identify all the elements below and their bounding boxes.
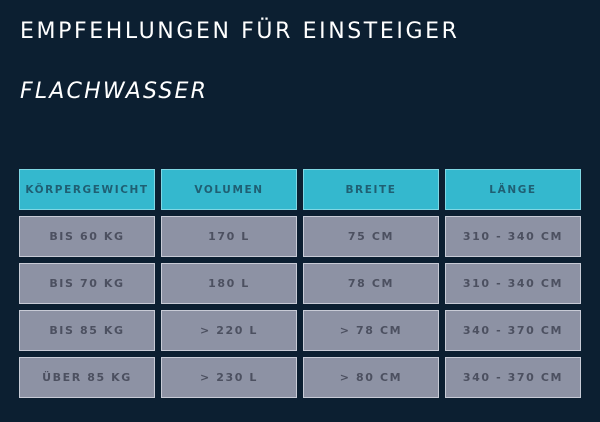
cell-volumen: 170 L xyxy=(161,216,297,257)
table-row: BIS 70 KG 180 L 78 CM 310 - 340 CM xyxy=(19,263,581,304)
header-koerpergewicht: KÖRPERGEWICHT xyxy=(19,169,155,210)
cell-koerpergewicht: BIS 85 KG xyxy=(19,310,155,351)
cell-koerpergewicht: BIS 60 KG xyxy=(19,216,155,257)
table-row: ÜBER 85 KG > 230 L > 80 CM 340 - 370 CM xyxy=(19,357,581,398)
cell-laenge: 340 - 370 CM xyxy=(445,357,581,398)
table-row: BIS 60 KG 170 L 75 CM 310 - 340 CM xyxy=(19,216,581,257)
cell-laenge: 310 - 340 CM xyxy=(445,263,581,304)
cell-volumen: 180 L xyxy=(161,263,297,304)
section-subtitle: FLACHWASSER xyxy=(20,79,209,104)
table-row: BIS 85 KG > 220 L > 78 CM 340 - 370 CM xyxy=(19,310,581,351)
table-header-row: KÖRPERGEWICHT VOLUMEN BREITE LÄNGE xyxy=(19,169,581,210)
cell-koerpergewicht: ÜBER 85 KG xyxy=(19,357,155,398)
cell-breite: > 78 CM xyxy=(303,310,439,351)
cell-breite: 78 CM xyxy=(303,263,439,304)
cell-breite: 75 CM xyxy=(303,216,439,257)
page-title: EMPFEHLUNGEN FÜR EINSTEIGER xyxy=(20,19,460,44)
header-breite: BREITE xyxy=(303,169,439,210)
cell-volumen: > 220 L xyxy=(161,310,297,351)
header-laenge: LÄNGE xyxy=(445,169,581,210)
recommendation-table: KÖRPERGEWICHT VOLUMEN BREITE LÄNGE BIS 6… xyxy=(19,169,581,404)
cell-koerpergewicht: BIS 70 KG xyxy=(19,263,155,304)
cell-laenge: 310 - 340 CM xyxy=(445,216,581,257)
cell-breite: > 80 CM xyxy=(303,357,439,398)
cell-volumen: > 230 L xyxy=(161,357,297,398)
header-volumen: VOLUMEN xyxy=(161,169,297,210)
cell-laenge: 340 - 370 CM xyxy=(445,310,581,351)
